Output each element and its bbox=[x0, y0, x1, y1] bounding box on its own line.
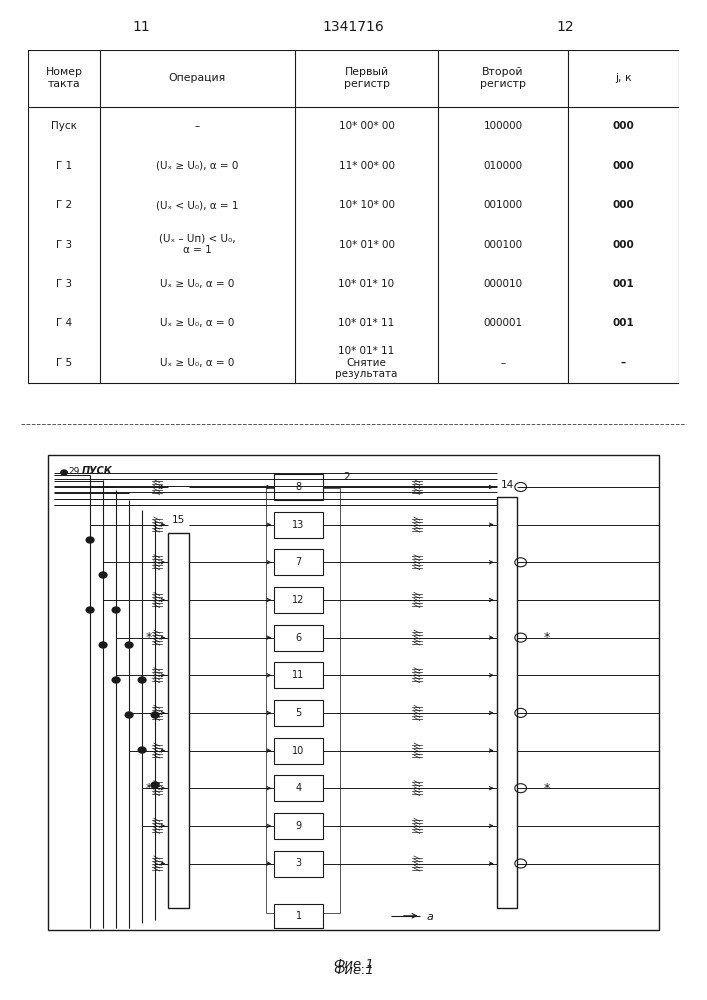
Circle shape bbox=[86, 537, 94, 543]
Text: Г 4: Г 4 bbox=[56, 318, 72, 328]
Text: 10* 10* 00: 10* 10* 00 bbox=[339, 200, 395, 210]
Text: 11* 00* 00: 11* 00* 00 bbox=[339, 161, 395, 171]
Text: 10* 01* 10: 10* 01* 10 bbox=[339, 279, 395, 289]
Text: Uₓ ≥ U₀, α = 0: Uₓ ≥ U₀, α = 0 bbox=[160, 358, 235, 368]
Bar bbox=[496, 497, 518, 908]
Circle shape bbox=[112, 607, 120, 613]
Text: j, к: j, к bbox=[615, 73, 632, 83]
Text: 000: 000 bbox=[612, 200, 634, 210]
Text: 10* 01* 11
Снятие
результата: 10* 01* 11 Снятие результата bbox=[335, 346, 398, 379]
Text: 6: 6 bbox=[296, 633, 302, 643]
Text: 001000: 001000 bbox=[484, 200, 522, 210]
Text: 15: 15 bbox=[172, 515, 185, 525]
Text: Г 3: Г 3 bbox=[56, 279, 72, 289]
Bar bbox=[274, 587, 323, 613]
Circle shape bbox=[99, 642, 107, 648]
Text: Второй
регистр: Второй регистр bbox=[480, 67, 526, 89]
Text: 12: 12 bbox=[557, 20, 574, 34]
Bar bbox=[274, 850, 323, 876]
Text: (Uₓ – Uп) < U₀,
α = 1: (Uₓ – Uп) < U₀, α = 1 bbox=[159, 234, 235, 255]
Bar bbox=[274, 512, 323, 538]
Text: 000100: 000100 bbox=[484, 240, 522, 250]
Text: 2: 2 bbox=[344, 473, 351, 483]
Text: 000: 000 bbox=[612, 121, 634, 131]
Text: 10* 01* 11: 10* 01* 11 bbox=[339, 318, 395, 328]
Circle shape bbox=[151, 712, 159, 718]
Text: 12: 12 bbox=[293, 595, 305, 605]
Text: 7: 7 bbox=[296, 557, 302, 567]
Text: 10* 01* 00: 10* 01* 00 bbox=[339, 240, 395, 250]
Circle shape bbox=[125, 712, 133, 718]
Text: 13: 13 bbox=[293, 520, 305, 530]
Text: 29: 29 bbox=[69, 467, 80, 476]
Text: *: * bbox=[146, 782, 152, 795]
Circle shape bbox=[125, 642, 133, 648]
Text: Uₓ ≥ U₀, α = 0: Uₓ ≥ U₀, α = 0 bbox=[160, 279, 235, 289]
Circle shape bbox=[61, 470, 67, 475]
Text: 9: 9 bbox=[296, 821, 302, 831]
Text: 100000: 100000 bbox=[484, 121, 522, 131]
Text: 11: 11 bbox=[132, 20, 151, 34]
Text: 000: 000 bbox=[612, 240, 634, 250]
Bar bbox=[274, 625, 323, 651]
Bar bbox=[274, 904, 323, 928]
Text: 11: 11 bbox=[293, 670, 305, 680]
Text: Г 2: Г 2 bbox=[56, 200, 72, 210]
Text: *: * bbox=[544, 782, 550, 795]
Text: (Uₓ ≥ U₀), α = 0: (Uₓ ≥ U₀), α = 0 bbox=[156, 161, 238, 171]
Text: Номер
такта: Номер такта bbox=[45, 67, 83, 89]
Text: Uₓ ≥ U₀, α = 0: Uₓ ≥ U₀, α = 0 bbox=[160, 318, 235, 328]
Text: 10* 00* 00: 10* 00* 00 bbox=[339, 121, 395, 131]
Text: *: * bbox=[544, 631, 550, 644]
Text: a: a bbox=[427, 912, 434, 922]
Text: Операция: Операция bbox=[169, 73, 226, 83]
Text: 14: 14 bbox=[501, 480, 513, 490]
Text: (Uₓ < U₀), α = 1: (Uₓ < U₀), α = 1 bbox=[156, 200, 239, 210]
Text: 5: 5 bbox=[296, 708, 302, 718]
Text: 8: 8 bbox=[296, 482, 302, 492]
Circle shape bbox=[138, 677, 146, 683]
Circle shape bbox=[86, 607, 94, 613]
Text: 010000: 010000 bbox=[484, 161, 522, 171]
Text: Фие.1: Фие.1 bbox=[333, 964, 374, 976]
Text: 1341716: 1341716 bbox=[322, 20, 385, 34]
Text: Фие.1: Фие.1 bbox=[333, 958, 374, 972]
Text: –: – bbox=[194, 121, 200, 131]
Bar bbox=[274, 662, 323, 688]
Bar bbox=[274, 738, 323, 764]
Text: 000: 000 bbox=[612, 161, 634, 171]
Circle shape bbox=[138, 747, 146, 753]
Text: 10: 10 bbox=[293, 746, 305, 756]
Bar bbox=[274, 474, 323, 500]
Text: Г 5: Г 5 bbox=[56, 358, 72, 368]
Text: Первый
регистр: Первый регистр bbox=[344, 67, 390, 89]
Text: ПУСК: ПУСК bbox=[81, 466, 112, 477]
Text: 3: 3 bbox=[296, 858, 302, 868]
Bar bbox=[266, 488, 341, 912]
Text: *: * bbox=[146, 631, 152, 644]
Text: Г 3: Г 3 bbox=[56, 240, 72, 250]
Text: Пуск: Пуск bbox=[51, 121, 77, 131]
Text: –: – bbox=[501, 358, 506, 368]
Text: 001: 001 bbox=[612, 279, 634, 289]
Bar bbox=[274, 700, 323, 726]
Text: –: – bbox=[621, 358, 626, 368]
Text: 4: 4 bbox=[296, 783, 302, 793]
Text: 001: 001 bbox=[612, 318, 634, 328]
Text: 000010: 000010 bbox=[484, 279, 522, 289]
Text: 1: 1 bbox=[296, 911, 302, 921]
Circle shape bbox=[112, 677, 120, 683]
Bar bbox=[274, 775, 323, 801]
Bar bbox=[274, 813, 323, 839]
Circle shape bbox=[99, 572, 107, 578]
Circle shape bbox=[151, 782, 159, 788]
Text: Г 1: Г 1 bbox=[56, 161, 72, 171]
Bar bbox=[168, 532, 189, 908]
Text: 000001: 000001 bbox=[484, 318, 522, 328]
Bar bbox=[274, 549, 323, 575]
